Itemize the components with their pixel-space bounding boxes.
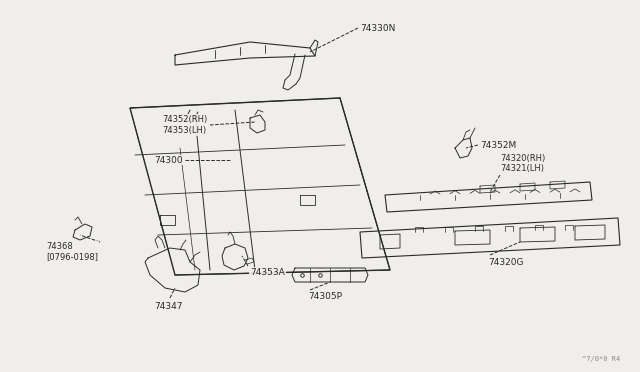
Text: 74368
[0796-0198]: 74368 [0796-0198] [46, 242, 98, 262]
Text: 74330N: 74330N [360, 23, 396, 32]
Text: 74347: 74347 [154, 302, 182, 311]
Text: ^7/0*0 R4: ^7/0*0 R4 [582, 356, 620, 362]
Text: 74305P: 74305P [308, 292, 342, 301]
Text: 74352M: 74352M [480, 141, 516, 150]
Text: 74320(RH)
74321(LH): 74320(RH) 74321(LH) [500, 154, 545, 173]
Text: 74320G: 74320G [488, 258, 524, 267]
Text: 74300: 74300 [154, 155, 183, 164]
Text: 74353A: 74353A [250, 268, 285, 277]
Text: 74352(RH)
74353(LH): 74352(RH) 74353(LH) [163, 115, 208, 135]
